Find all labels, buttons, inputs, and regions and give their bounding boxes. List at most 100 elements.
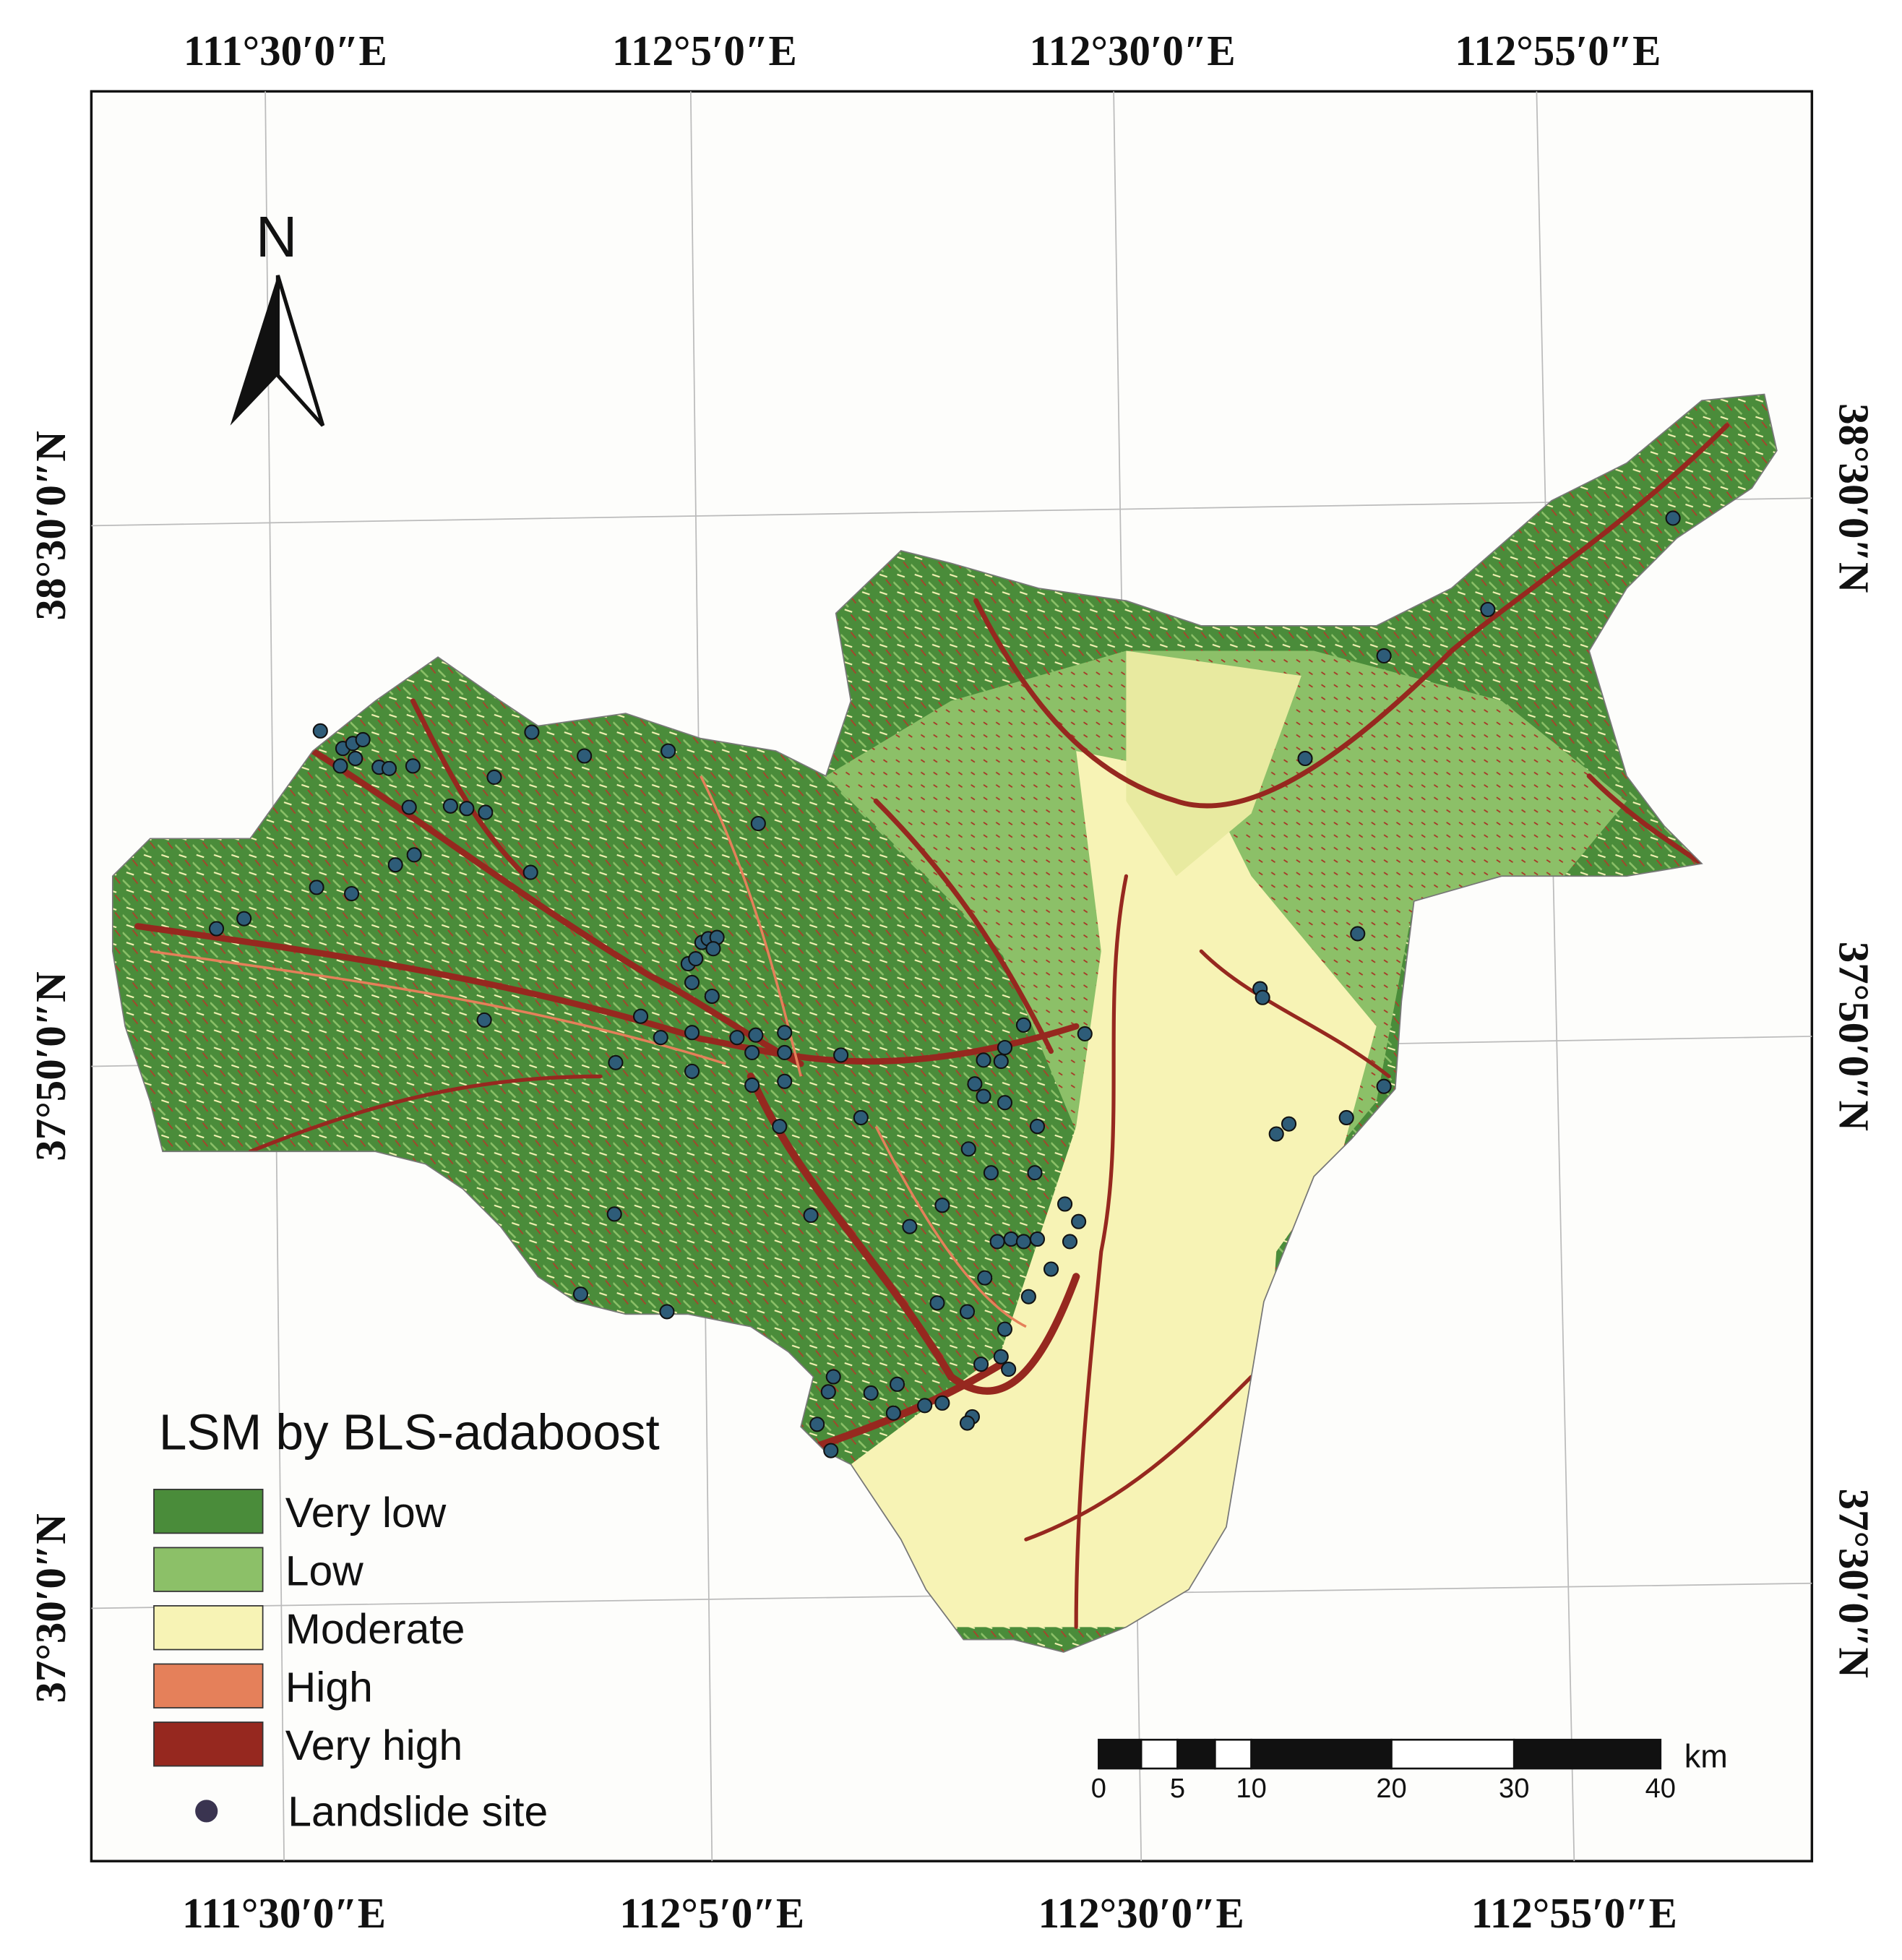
landslide-site <box>1015 1234 1031 1250</box>
bottom-label: 112°55′0″E <box>1471 1890 1677 1937</box>
landslide-site <box>381 760 397 776</box>
landslide-site <box>993 1349 1009 1364</box>
landslide-site <box>1376 648 1392 664</box>
legend-label: Very high <box>285 1722 462 1769</box>
landslide-site <box>442 798 458 814</box>
landslide-site <box>976 1052 991 1068</box>
landslide-site <box>777 1044 793 1061</box>
landslide-site <box>1027 1165 1043 1181</box>
landslide-site <box>355 731 371 748</box>
left-label: 37°30′0″N <box>27 1513 74 1703</box>
landslide-site <box>917 1398 933 1414</box>
landslide-site <box>750 815 766 832</box>
landslide-site <box>1001 1362 1017 1377</box>
scale-label: 20 <box>1376 1774 1406 1804</box>
landslide-site <box>1281 1116 1297 1132</box>
left-label: 37°50′0″N <box>27 971 74 1161</box>
landslide-site <box>486 769 502 786</box>
landslide-site <box>777 1073 793 1089</box>
scale-label: 10 <box>1236 1774 1266 1804</box>
top-label: 112°55′0″E <box>1455 27 1661 74</box>
landslide-site <box>633 1008 649 1024</box>
bottom-label: 111°30′0″E <box>182 1890 386 1937</box>
landslide-site <box>608 1054 624 1070</box>
landslide-site <box>976 1088 991 1104</box>
landslide-site <box>478 804 494 820</box>
landslide-site <box>1480 601 1496 617</box>
north-label: N <box>256 205 298 269</box>
landslide-site <box>704 988 720 1005</box>
landslide-site <box>524 724 540 740</box>
scale-label: 40 <box>1645 1774 1676 1804</box>
landslide-site <box>825 1369 841 1385</box>
scale-segment <box>1512 1738 1662 1770</box>
landslide-site <box>823 1443 839 1458</box>
landslide-site <box>748 1027 764 1043</box>
landslide-site <box>209 921 225 937</box>
scale-label: 30 <box>1499 1774 1529 1804</box>
landslide-site <box>1062 1234 1078 1250</box>
landslide-sites <box>209 510 1681 1458</box>
scale-segment <box>1250 1738 1393 1770</box>
landslide-site <box>1057 1196 1073 1212</box>
scale-label: 5 <box>1170 1774 1185 1804</box>
landslide-site <box>1297 750 1313 767</box>
landslide-site <box>1077 1026 1093 1042</box>
landslide-site <box>993 1054 1009 1070</box>
scale-segment <box>1140 1738 1179 1770</box>
top-label: 112°5′0″E <box>612 27 797 74</box>
landslide-site <box>885 1405 901 1421</box>
landslide-site <box>997 1321 1013 1337</box>
landslide-site <box>1015 1017 1031 1033</box>
landslide-site <box>684 1025 700 1041</box>
landslide-site <box>959 1415 976 1431</box>
legend-swatch <box>153 1663 264 1708</box>
landslide-site <box>660 743 676 759</box>
right-label: 38°30′0″N <box>1830 403 1877 593</box>
landslide-site <box>344 885 360 902</box>
landslide-site <box>401 799 417 815</box>
landslide-site <box>332 758 348 774</box>
scale-unit: km <box>1684 1737 1728 1774</box>
landslide-site <box>688 950 704 967</box>
landslide-site <box>853 1109 869 1126</box>
landslide-site <box>1003 1231 1019 1247</box>
bottom-label: 112°5′0″E <box>619 1890 804 1937</box>
landslide-site <box>1029 1231 1046 1247</box>
landslide-site <box>744 1077 760 1093</box>
landslide-site <box>1338 1109 1354 1126</box>
legend-title: LSM by BLS-adaboost <box>159 1404 660 1460</box>
landslide-site <box>577 748 593 764</box>
legend-label: Very low <box>285 1490 447 1536</box>
landslide-site <box>1350 926 1366 942</box>
legend-swatch <box>153 1488 264 1534</box>
landslide-site <box>476 1012 492 1028</box>
legend-label: Landslide site <box>288 1789 548 1836</box>
landslide-site <box>572 1286 589 1302</box>
landslide-site <box>772 1119 788 1135</box>
landslide-site <box>1255 989 1270 1005</box>
landslide-site <box>997 1095 1013 1111</box>
landslide-site <box>348 750 363 767</box>
legend-label: Moderate <box>285 1606 465 1653</box>
landslide-site <box>989 1234 1005 1250</box>
landslide-site <box>934 1395 950 1411</box>
landslide-site <box>833 1047 849 1063</box>
landslide-site <box>929 1295 945 1311</box>
landslide-site <box>729 1030 745 1046</box>
landslide-site <box>405 758 421 774</box>
legend: LSM by BLS-adaboost Very low Low Moderate H… <box>153 1404 660 1836</box>
landslide-site <box>777 1025 793 1041</box>
landslide-site <box>606 1206 622 1222</box>
landslide-site <box>653 1030 668 1046</box>
legend-label: High <box>285 1664 373 1711</box>
landslide-site <box>1665 510 1681 526</box>
landslide-site <box>863 1385 879 1401</box>
landslide-site <box>889 1376 905 1392</box>
landslide-site <box>977 1270 993 1286</box>
landslide-site <box>1043 1261 1059 1277</box>
right-label: 37°50′0″N <box>1830 942 1877 1131</box>
landslide-site <box>1029 1119 1046 1135</box>
landslide-site <box>236 911 252 927</box>
